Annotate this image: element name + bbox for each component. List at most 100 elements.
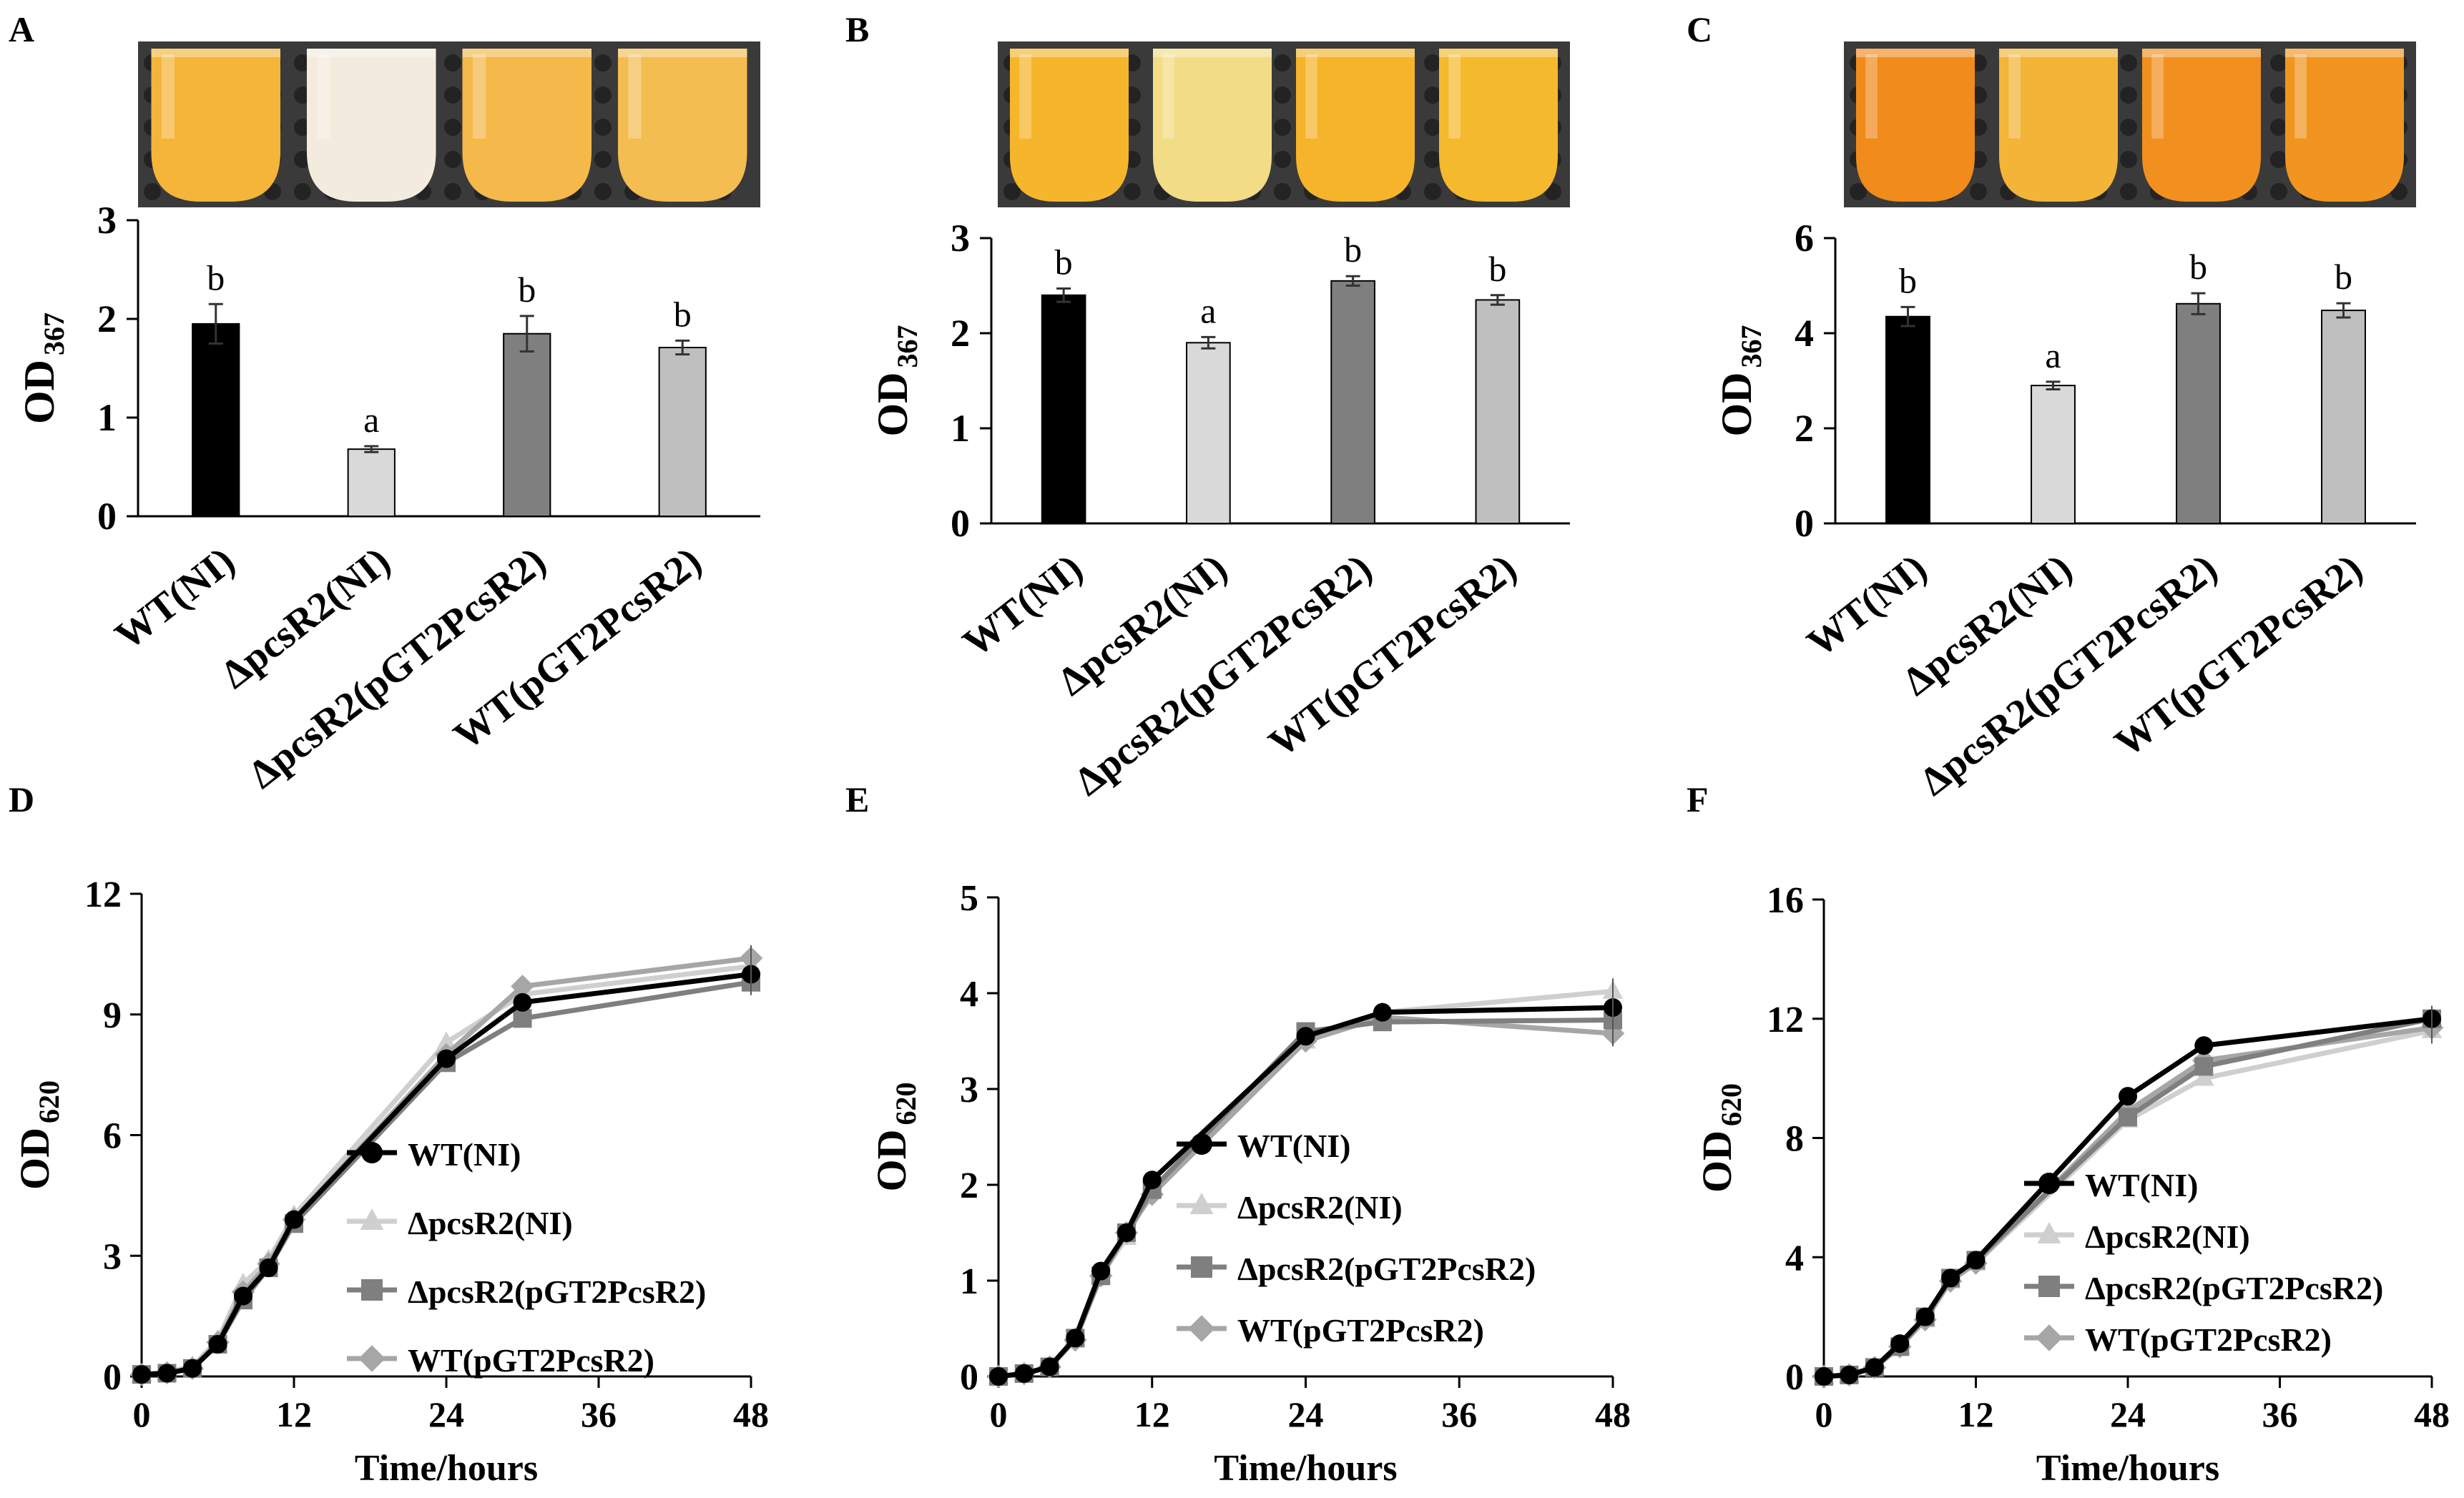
legend-label: ΔpcsR2(NI) — [408, 1205, 573, 1241]
marker-circle — [259, 1258, 278, 1278]
culture-tube — [2285, 49, 2404, 202]
tube-highlight — [1305, 54, 1317, 139]
y-axis-label: OD 367 — [1713, 325, 1767, 437]
culture-tube — [617, 49, 747, 202]
panel-label: B — [845, 9, 869, 49]
category-label: WT(NI) — [955, 546, 1091, 666]
y-tick-label: 2 — [1795, 407, 1814, 450]
rack-hole — [2270, 87, 2287, 104]
significance-letter: b — [2335, 257, 2352, 297]
y-axis-label-sub: 620 — [890, 1083, 922, 1125]
culture-tube — [1010, 49, 1129, 202]
legend-label: ΔpcsR2(pGT2PcsR2) — [2085, 1270, 2383, 1306]
bar — [1041, 294, 1086, 524]
tube-highlight — [317, 54, 330, 139]
y-tick-label: 4 — [960, 974, 978, 1015]
rack-hole — [594, 183, 612, 200]
culture-tube — [306, 49, 436, 202]
y-tick-label: 9 — [103, 995, 122, 1036]
y-tick-label: 0 — [1785, 1357, 1804, 1398]
bar — [347, 448, 396, 517]
culture-tube — [1153, 49, 1272, 202]
tube-highlight — [472, 54, 486, 139]
panel-label: A — [9, 9, 34, 49]
tube-meniscus — [617, 49, 747, 57]
legend-label: ΔpcsR2(pGT2PcsR2) — [408, 1273, 706, 1310]
marker-circle — [1191, 1133, 1212, 1155]
significance-letter: b — [2189, 247, 2207, 287]
y-tick-label: 1 — [951, 407, 970, 450]
x-tick-label: 0 — [133, 1394, 151, 1434]
category-label: WT(NI) — [107, 538, 243, 659]
y-tick-label: 2 — [97, 297, 117, 340]
marker-circle — [1840, 1365, 1859, 1384]
bar — [1475, 299, 1521, 524]
rack-hole — [2120, 183, 2137, 200]
marker-circle — [1373, 1002, 1392, 1022]
category-label: WT(pGT2PcsR2) — [1261, 546, 1525, 765]
bar — [503, 332, 551, 518]
x-tick-label: 24 — [1288, 1394, 1324, 1434]
marker-square — [1191, 1256, 1212, 1278]
significance-letter: b — [207, 257, 225, 297]
marker-circle — [208, 1335, 227, 1354]
marker-circle — [1941, 1268, 1960, 1288]
marker-circle — [1116, 1223, 1136, 1242]
marker-circle — [2038, 1173, 2060, 1194]
marker-circle — [1142, 1171, 1162, 1190]
series-line — [141, 972, 752, 1377]
marker-diamond — [358, 1345, 386, 1372]
marker-circle — [1091, 1261, 1111, 1281]
x-tick-label: 48 — [2414, 1394, 2450, 1434]
marker-circle — [1296, 1027, 1315, 1046]
x-tick-label: 48 — [1595, 1394, 1631, 1434]
bar — [1885, 315, 1930, 524]
rack-hole — [2120, 87, 2137, 104]
significance-letter: a — [1200, 290, 1216, 330]
marker-diamond — [2036, 1324, 2063, 1351]
marker-square — [361, 1279, 383, 1301]
bar-chart-c: 0246OD367bWT(NI)aΔpcsR2(NI)bΔpcsR2(pGT2P… — [1713, 217, 2416, 804]
rack-hole — [1274, 151, 1291, 168]
x-tick-label: 36 — [581, 1394, 617, 1434]
y-axis-label-main: OD — [868, 1130, 915, 1192]
marker-triangle — [1189, 1193, 1214, 1214]
marker-circle — [1966, 1251, 1986, 1270]
y-axis-label-sub: 367 — [1735, 325, 1767, 368]
bar — [2031, 385, 2076, 525]
y-tick-label: 0 — [960, 1357, 978, 1398]
tube-meniscus — [462, 49, 592, 57]
y-axis-label: OD 367 — [16, 312, 70, 424]
rack-hole — [1850, 183, 1867, 200]
culture-tube — [1999, 49, 2118, 202]
rack-hole — [1424, 54, 1441, 72]
legend-label: ΔpcsR2(pGT2PcsR2) — [1237, 1251, 1536, 1287]
tube-meniscus — [2142, 49, 2261, 57]
rack-hole — [294, 183, 311, 200]
significance-letter: a — [2045, 335, 2061, 375]
category-label: WT(NI) — [1799, 546, 1935, 666]
rack-hole — [2120, 151, 2137, 168]
culture-tube — [1296, 49, 1415, 202]
culture-tube — [2142, 49, 2261, 202]
significance-letter: a — [363, 400, 379, 440]
y-tick-label: 0 — [103, 1357, 122, 1398]
marker-triangle — [436, 1031, 457, 1050]
rack-hole — [2270, 151, 2287, 168]
marker-circle — [1066, 1329, 1085, 1348]
tube-highlight — [1865, 54, 1878, 139]
x-tick-label: 48 — [733, 1394, 769, 1434]
panel-label: E — [845, 779, 869, 819]
rack-hole — [1003, 183, 1021, 200]
y-tick-label: 4 — [1795, 312, 1814, 355]
bar — [2321, 310, 2366, 524]
rack-hole — [1424, 183, 1441, 200]
significance-letter: b — [1055, 242, 1073, 282]
tube-meniscus — [1296, 49, 1415, 57]
legend-label: WT(pGT2PcsR2) — [1237, 1312, 1484, 1349]
y-tick-label: 0 — [951, 502, 970, 545]
tube-meniscus — [1439, 49, 1558, 57]
rack-hole — [444, 87, 461, 104]
marker-square — [2194, 1057, 2214, 1076]
